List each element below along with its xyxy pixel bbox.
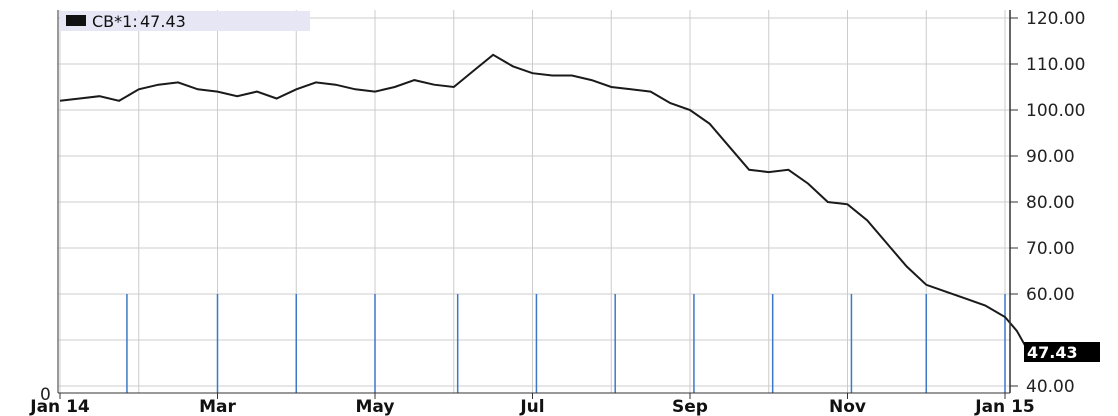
x-tick-label: May <box>356 397 395 416</box>
legend-label: CB*1: <box>92 12 138 31</box>
legend-background <box>60 11 310 31</box>
y-tick-label: 60.00 <box>1026 285 1075 305</box>
x-tick-label: Jul <box>519 397 544 416</box>
legend: CB*1: 47.43 <box>60 11 310 31</box>
x-tick-label: Jan 14 <box>29 397 90 416</box>
grid <box>58 10 1010 393</box>
x-axis-ticks: Jan 14 Mar May Jul Sep Nov Jan 15 <box>29 393 1035 416</box>
x-tick-label: Nov <box>829 397 866 416</box>
x-tick-label: Jan 15 <box>974 397 1034 416</box>
x-tick-label: Mar <box>199 397 236 416</box>
legend-value: 47.43 <box>140 12 186 31</box>
last-value-background <box>1024 342 1100 362</box>
y-tick-label: 40.00 <box>1026 377 1075 397</box>
volume-bars <box>126 294 1006 393</box>
y-tick-label: 90.00 <box>1026 147 1075 167</box>
price-series-line <box>59 53 1030 353</box>
x-tick-label: Sep <box>672 397 708 416</box>
y-tick-label: 100.00 <box>1026 101 1085 121</box>
y-tick-label: 80.00 <box>1026 193 1075 213</box>
y-axis-ticks: 120.00 110.00 100.00 90.00 80.00 70.00 60.00 40… <box>1010 9 1085 397</box>
legend-swatch-icon <box>66 15 86 26</box>
last-value-label: 47.43 <box>1027 343 1078 362</box>
y-tick-label: 110.00 <box>1026 55 1085 75</box>
volume-axis-zero-label: 0 <box>40 385 51 405</box>
last-value-marker: 47.43 <box>1024 342 1100 362</box>
y-tick-label: 120.00 <box>1026 9 1085 29</box>
y-tick-label: 70.00 <box>1026 239 1075 259</box>
